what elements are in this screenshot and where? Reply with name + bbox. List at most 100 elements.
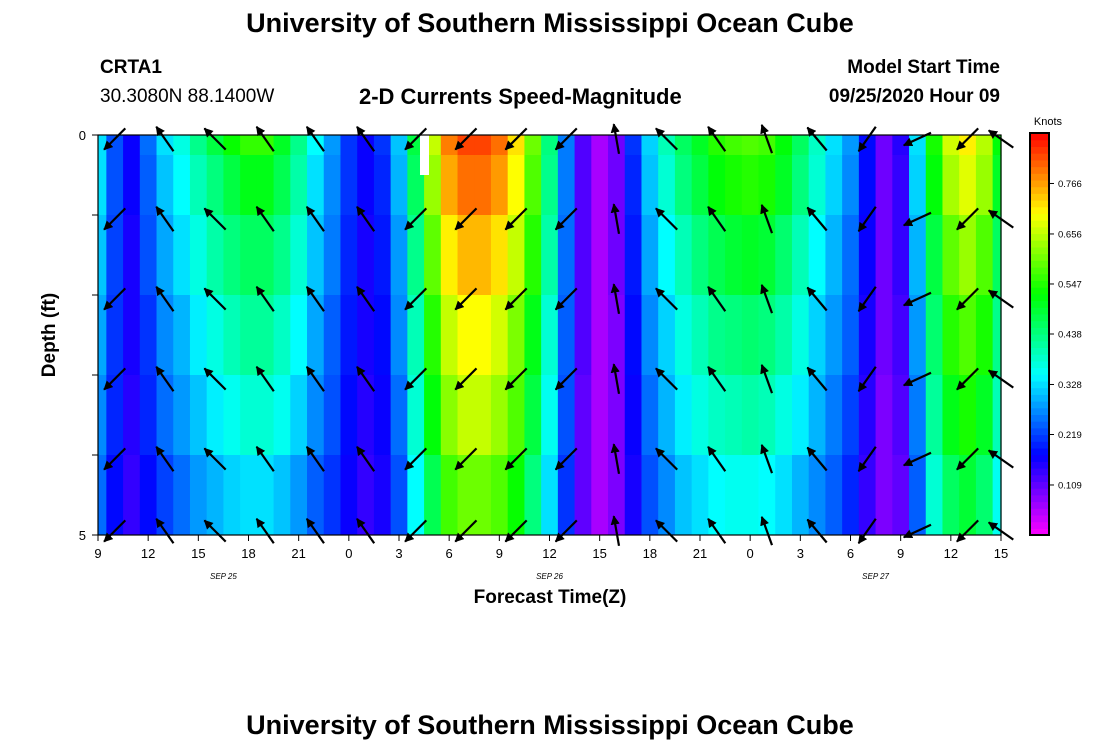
heat-cell (858, 215, 877, 296)
colorbar-segment (1030, 146, 1049, 154)
colorbar-segment (1030, 153, 1049, 161)
colorbar-segment (1030, 447, 1049, 456)
heat-cell (407, 375, 425, 456)
heat-cell (206, 295, 225, 376)
heat-cell (340, 215, 358, 296)
heat-cell (641, 455, 659, 536)
colorbar-segment (1030, 427, 1049, 436)
heat-cell (424, 455, 442, 536)
heat-cell (557, 215, 576, 296)
current-vector (504, 519, 528, 543)
current-vector (103, 367, 127, 391)
current-vector (356, 365, 376, 392)
date-label: SEP 26 (536, 572, 563, 581)
heat-cell (507, 155, 526, 216)
colorbar: 0.109 0.219 0.328 0.438 0.547 0.656 0.766 (1029, 132, 1082, 536)
current-vector (655, 367, 678, 391)
heat-cell (139, 375, 158, 456)
heat-cell (892, 295, 910, 376)
current-vector (404, 367, 428, 391)
current-vector (255, 205, 275, 232)
current-vector (554, 447, 578, 471)
colorbar-segment (1030, 280, 1049, 288)
heat-cell (775, 155, 793, 216)
colorbar-segment (1030, 494, 1049, 503)
heat-cell (474, 155, 492, 216)
heat-cell (106, 215, 124, 296)
colorbar-segment (1030, 200, 1049, 208)
current-vector (760, 364, 774, 394)
heat-cell (725, 295, 743, 376)
colorbar-segment (1030, 521, 1049, 529)
heat-cell (909, 295, 927, 376)
heat-cell (524, 375, 542, 456)
heat-cell (407, 455, 425, 536)
heat-cell (591, 455, 609, 536)
heat-cell (507, 215, 526, 296)
x-tick-label: 3 (395, 546, 402, 561)
heat-cell (106, 455, 124, 536)
heat-cell (674, 455, 693, 536)
heat-cell (591, 215, 609, 296)
heat-cell (474, 455, 492, 536)
heat-cell (641, 215, 659, 296)
heat-cell (98, 295, 107, 376)
heat-cell (725, 455, 743, 536)
heat-cell (741, 375, 760, 456)
heat-cell (240, 375, 258, 456)
station-coords: 30.3080N 88.1400W (100, 86, 275, 107)
heat-cell (307, 455, 325, 536)
x-tick-label: 15 (994, 546, 1008, 561)
heat-cell (273, 135, 291, 156)
heat-cell (541, 375, 559, 456)
colorbar-tick-label: 0.438 (1058, 330, 1082, 341)
colorbar-segment (1030, 267, 1049, 275)
heat-cell (240, 455, 258, 536)
colorbar-segment (1030, 340, 1049, 348)
current-vector (956, 127, 979, 151)
current-vector (255, 125, 275, 152)
heat-cell (574, 375, 592, 456)
heat-cell (340, 135, 358, 156)
colorbar-segment (1030, 434, 1049, 442)
current-vector (857, 446, 877, 473)
heat-cell (206, 135, 225, 156)
heat-cell (507, 375, 526, 456)
current-vector (554, 127, 578, 151)
current-vector (554, 207, 578, 231)
heat-cell (440, 455, 459, 536)
colorbar-tick-label: 0.547 (1058, 279, 1082, 290)
current-vector (857, 126, 877, 153)
heat-cell (925, 215, 944, 296)
heat-cell (975, 455, 994, 536)
heat-cell (541, 155, 559, 216)
current-vector (956, 519, 979, 543)
heat-cell (541, 295, 559, 376)
heat-cell (139, 295, 158, 376)
x-tick-label: 18 (643, 546, 657, 561)
current-vector (155, 125, 175, 152)
heat-cell (307, 375, 325, 456)
x-tick-label: 9 (496, 546, 503, 561)
station-id: CRTA1 (100, 57, 162, 78)
heat-cell (457, 375, 475, 456)
current-vector (305, 125, 325, 152)
heat-cell (357, 155, 375, 216)
heat-cell (674, 155, 693, 216)
heat-cell (909, 215, 927, 296)
heat-cell (307, 155, 325, 216)
heat-cell (206, 375, 225, 456)
heat-cell (925, 295, 944, 376)
heat-cell (474, 215, 492, 296)
current-vector (103, 287, 127, 311)
heat-cell (658, 215, 676, 296)
heat-cell (373, 135, 392, 156)
colorbar-tick-label: 0.328 (1058, 380, 1082, 391)
heat-cell (708, 135, 726, 156)
heat-cell (791, 215, 810, 296)
heat-cell (825, 135, 843, 156)
heat-cell (791, 455, 810, 536)
heat-cell (691, 155, 709, 216)
heat-cell (156, 155, 174, 216)
heat-cell (457, 215, 475, 296)
